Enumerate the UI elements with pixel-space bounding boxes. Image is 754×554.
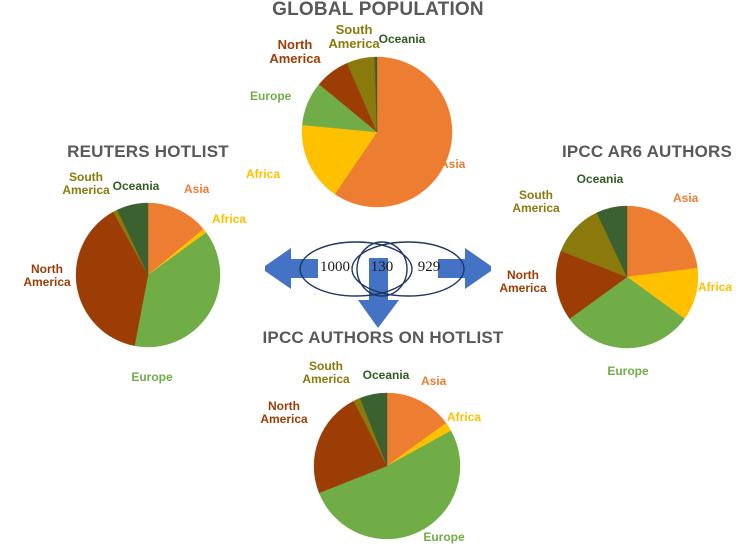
pie-slice-oceania [117, 202, 149, 276]
pie-slice-europe [569, 276, 685, 349]
pie-slice-north-america [555, 250, 628, 320]
pie-slice-africa [301, 124, 378, 195]
pie-slice-north-america [313, 400, 388, 494]
pie-slice-oceania [596, 205, 628, 278]
arrow-left-icon [265, 248, 318, 289]
pie-slice-oceania [374, 56, 378, 133]
label-text: Europe [607, 364, 649, 378]
label-text: Oceania [576, 172, 624, 186]
label-text: Oceania [112, 179, 160, 193]
pie-label-asia-ipcc: Asia [673, 192, 723, 205]
label-text: Europe [423, 530, 465, 544]
pie-slice-oceania [359, 392, 388, 467]
pie-label-africa-global: Africa [246, 168, 306, 181]
label-text: America [62, 182, 110, 197]
pie-label-africa-onlist: Africa [447, 411, 499, 424]
label-text: America [499, 280, 547, 295]
label-text: America [260, 411, 308, 426]
label-text: America [23, 274, 71, 289]
pie-label-europe-onlist: Europe [415, 531, 473, 544]
venn-right-count: 929 [417, 259, 441, 275]
pie-slice-europe [318, 430, 461, 540]
pie-label-asia-global: Asia [440, 158, 500, 171]
arrow-down-icon [358, 258, 399, 328]
pie-label-africa-reuters: Africa [212, 213, 264, 226]
pie-reuters-hotlist [75, 202, 221, 348]
chart-ipcc-authors-on-hotlist: IPCC AUTHORS ON HOTLIST Asia Africa Euro… [230, 325, 530, 554]
pie-label-north-america-onlist: North America [252, 400, 316, 425]
chart-global-population: GLOBAL POPULATION Asia Africa Europe Nor… [0, 0, 754, 230]
label-text: South [309, 359, 343, 373]
pie-slice-asia [334, 56, 453, 208]
pie-label-asia-onlist: Asia [421, 375, 471, 388]
label-text: Asia [440, 157, 466, 171]
label-text: North [507, 268, 539, 282]
label-text: South [69, 170, 103, 184]
venn-left-count: 1000 [320, 259, 350, 275]
label-text: Africa [246, 167, 281, 181]
chart-title-global-population: GLOBAL POPULATION [272, 0, 484, 20]
pie-ipcc-ar6-authors [555, 205, 699, 349]
pie-label-europe-ipcc: Europe [598, 365, 658, 378]
pie-label-asia-reuters: Asia [184, 183, 234, 196]
label-text: Oceania [362, 368, 410, 382]
venn-ellipse-center [356, 241, 408, 297]
chart-title-ipcc-authors-on-hotlist: IPCC AUTHORS ON HOTLIST [262, 328, 504, 347]
label-text: America [302, 371, 350, 386]
label-text: America [328, 35, 380, 51]
pie-label-south-america-reuters: South America [55, 171, 117, 196]
pie-ipcc-authors-on-hotlist [313, 392, 461, 540]
label-text: North [268, 399, 300, 413]
pie-label-north-america-ipcc: North America [491, 269, 555, 294]
pie-label-europe-reuters: Europe [122, 371, 182, 384]
pie-slice-asia [147, 202, 204, 276]
label-text: North [31, 262, 63, 276]
pie-label-oceania-reuters: Oceania [107, 180, 165, 193]
chart-reuters-hotlist: REUTERS HOTLIST Asia Africa Europe North… [0, 0, 300, 400]
pie-label-south-america-onlist: South America [294, 360, 358, 385]
label-text: Asia [673, 191, 699, 205]
pie-slice-asia [386, 392, 447, 467]
venn-center-count: 130 [370, 259, 394, 275]
label-text: America [269, 50, 321, 66]
label-text: Africa [698, 280, 733, 294]
venn-svg [265, 241, 491, 328]
chart-title-ipcc-ar6-authors: IPCC AR6 AUTHORS [561, 142, 733, 161]
pie-label-oceania-ipcc: Oceania [570, 173, 630, 186]
chart-ipcc-ar6-authors: IPCC AR6 AUTHORS Asia Africa Europe Nort… [470, 0, 754, 400]
label-text: America [512, 200, 560, 215]
venn-diagram: 1000 130 929 [258, 228, 498, 328]
pie-label-south-america-ipcc: South America [504, 189, 568, 214]
pie-label-north-america-reuters: North America [16, 263, 78, 288]
pie-label-europe-global: Europe [250, 90, 310, 103]
label-text: South [335, 22, 373, 37]
label-text: South [519, 188, 553, 202]
pie-label-oceania-onlist: Oceania [356, 369, 416, 382]
pie-label-africa-ipcc: Africa [698, 281, 750, 294]
label-text: Oceania [378, 32, 426, 46]
label-text: Europe [131, 370, 173, 384]
pie-slice-europe [134, 232, 221, 348]
label-text: Europe [250, 89, 292, 103]
label-text: Africa [447, 410, 482, 424]
pie-label-oceania-global: Oceania [372, 33, 432, 46]
label-text: Africa [212, 212, 247, 226]
label-text: Asia [184, 182, 210, 196]
pie-global-population [301, 56, 453, 208]
chart-title-reuters-hotlist: REUTERS HOTLIST [67, 142, 229, 161]
pie-slice-asia [626, 205, 698, 278]
venn-ellipse-right [351, 241, 465, 297]
label-text: North [277, 37, 313, 52]
venn-ellipse-left [299, 241, 413, 297]
pie-slice-north-america [75, 211, 149, 346]
pie-label-north-america-global: North America [264, 38, 326, 65]
pie-label-south-america-global: South America [322, 23, 386, 50]
label-text: Asia [421, 374, 447, 388]
